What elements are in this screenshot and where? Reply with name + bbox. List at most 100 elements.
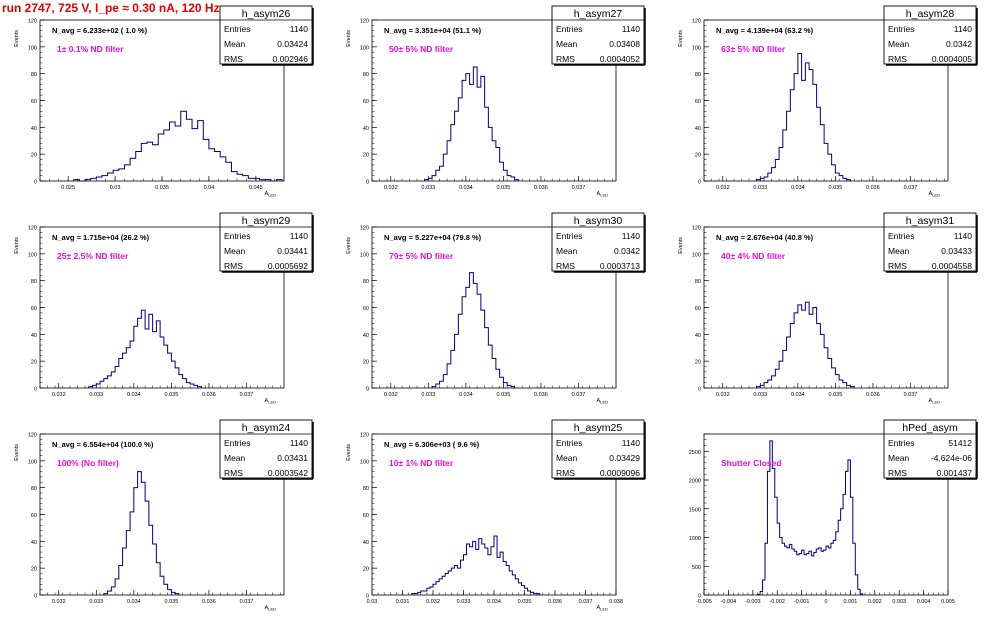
y-tick-label: 40 — [363, 126, 369, 132]
x-tick-label: 0.033 — [89, 392, 103, 398]
x-tick-label: 0.033 — [421, 185, 435, 191]
y-tick-label: 0 — [34, 180, 37, 186]
stats-value: 1140 — [954, 24, 973, 34]
x-axis-label: ALED — [597, 191, 609, 198]
histogram-line — [103, 471, 180, 595]
stats-value: 0.0004005 — [932, 54, 972, 64]
x-tick-label: 0.035 — [165, 599, 179, 605]
x-tick-label: 0.033 — [753, 185, 767, 191]
y-axis-label: Events — [346, 444, 352, 461]
histogram-panel-h_asym24: 0 20 40 60 80 100 120 0.032 0.033 0.034 0.035 0.036… — [14, 419, 314, 612]
histogram-name: h_asym25 — [574, 422, 623, 434]
histogram-line — [73, 110, 283, 182]
histogram-line — [424, 66, 519, 181]
stats-box — [551, 419, 645, 479]
stats-label: Entries — [888, 231, 914, 241]
filter-label: 63± 5% ND filter — [721, 44, 786, 54]
y-axis-label: Events — [14, 237, 20, 254]
y-tick-label: 0 — [366, 180, 369, 186]
x-tick-label: 0.032 — [716, 185, 730, 191]
x-tick-label: -0.001 — [794, 599, 810, 605]
filter-label: 50± 5% ND filter — [389, 44, 454, 54]
filter-label: 100% (No filter) — [57, 458, 119, 468]
y-tick-label: 0 — [366, 387, 369, 393]
x-tick-label: 0.035 — [829, 392, 843, 398]
x-axis-label: ALED — [929, 191, 941, 198]
stats-label: Entries — [224, 231, 250, 241]
y-tick-label: 0 — [698, 180, 701, 186]
stats-label: Entries — [556, 438, 582, 448]
x-tick-label: 0.035 — [155, 185, 169, 191]
x-tick-label: 0.002 — [868, 599, 882, 605]
y-tick-label: 20 — [695, 360, 701, 366]
y-tick-label: 40 — [31, 540, 37, 546]
x-tick-label: 0.035 — [829, 185, 843, 191]
histogram-name: h_asym28 — [906, 8, 955, 20]
y-tick-label: 20 — [363, 360, 369, 366]
stats-box — [551, 5, 645, 65]
x-tick-label: 0.037 — [572, 392, 586, 398]
histogram-name: h_asym26 — [242, 8, 291, 20]
y-tick-label: 60 — [363, 99, 369, 105]
stats-label: Mean — [556, 246, 578, 256]
x-tick-label: 0.037 — [904, 185, 918, 191]
y-tick-label: 60 — [31, 306, 37, 312]
stats-value: 1140 — [290, 438, 309, 448]
filter-label: 25± 2.5% ND filter — [57, 251, 129, 261]
stats-label: Mean — [556, 39, 578, 49]
stats-label: Mean — [556, 453, 578, 463]
x-axis-label: ALED — [597, 398, 609, 405]
x-tick-label: 0.03 — [110, 185, 121, 191]
navg-label: N_avg = 5.227e+04 (79.8 %) — [384, 233, 482, 242]
stats-value: 0.0009096 — [600, 468, 640, 478]
stats-value: 0.0342 — [614, 246, 640, 256]
filter-label: 10± 1% ND filter — [389, 458, 454, 468]
stats-value: 1140 — [954, 231, 973, 241]
stats-label: Entries — [224, 24, 250, 34]
stats-label: Entries — [888, 438, 914, 448]
y-tick-label: 80 — [363, 279, 369, 285]
y-tick-label: 120 — [28, 19, 37, 25]
x-tick-label: 0.033 — [753, 392, 767, 398]
y-tick-label: 40 — [31, 126, 37, 132]
filter-label: 79± 5% ND filter — [389, 251, 454, 261]
y-tick-label: 20 — [31, 360, 37, 366]
page-title: run 2747, 725 V, I_pe ≈ 0.30 nA, 120 Hz — [2, 1, 220, 15]
x-tick-label: 0.037 — [579, 599, 593, 605]
stats-label: Mean — [888, 39, 910, 49]
x-tick-label: 0.032 — [384, 392, 398, 398]
navg-label: N_avg = 4.139e+04 (63.2 %) — [716, 26, 814, 35]
x-tick-label: 0.034 — [487, 599, 501, 605]
y-tick-label: 120 — [360, 433, 369, 439]
stats-label: RMS — [556, 468, 575, 478]
stats-box — [219, 5, 313, 65]
stats-box — [219, 212, 313, 272]
y-tick-label: 100 — [360, 459, 369, 465]
x-tick-label: 0.033 — [421, 392, 435, 398]
y-tick-label: 60 — [695, 99, 701, 105]
x-tick-label: -0.002 — [769, 599, 785, 605]
x-tick-label: 0.038 — [609, 599, 623, 605]
y-tick-label: 40 — [695, 126, 701, 132]
y-tick-label: 120 — [360, 226, 369, 232]
histogram-panel-h_asym27: 0 20 40 60 80 100 120 0.032 0.033 0.034 0.035 0.036… — [346, 5, 646, 198]
x-tick-label: 0.033 — [457, 599, 471, 605]
y-tick-label: 0 — [34, 387, 37, 393]
x-tick-label: 0.025 — [61, 185, 75, 191]
navg-label: N_avg = 1.715e+04 (26.2 %) — [52, 233, 150, 242]
navg-label: N_avg = 2.676e+04 (40.8 %) — [716, 233, 814, 242]
histogram-name: h_asym29 — [242, 215, 291, 227]
x-tick-label: 0.032 — [426, 599, 440, 605]
y-tick-label: 0 — [698, 387, 701, 393]
y-tick-label: 120 — [692, 226, 701, 232]
y-tick-label: 80 — [363, 72, 369, 78]
stats-label: Entries — [556, 231, 582, 241]
histogram-name: h_asym31 — [906, 215, 955, 227]
stats-value: 0.001437 — [937, 468, 973, 478]
stats-box — [219, 419, 313, 479]
x-tick-label: 0.04 — [204, 185, 215, 191]
stats-value: 0.03433 — [941, 246, 972, 256]
histogram-panel-h_asym31: 0 20 40 60 80 100 120 0.032 0.033 0.034 0.035 0.036… — [678, 212, 978, 405]
stats-value: 1140 — [622, 24, 641, 34]
x-tick-label: 0.037 — [904, 392, 918, 398]
